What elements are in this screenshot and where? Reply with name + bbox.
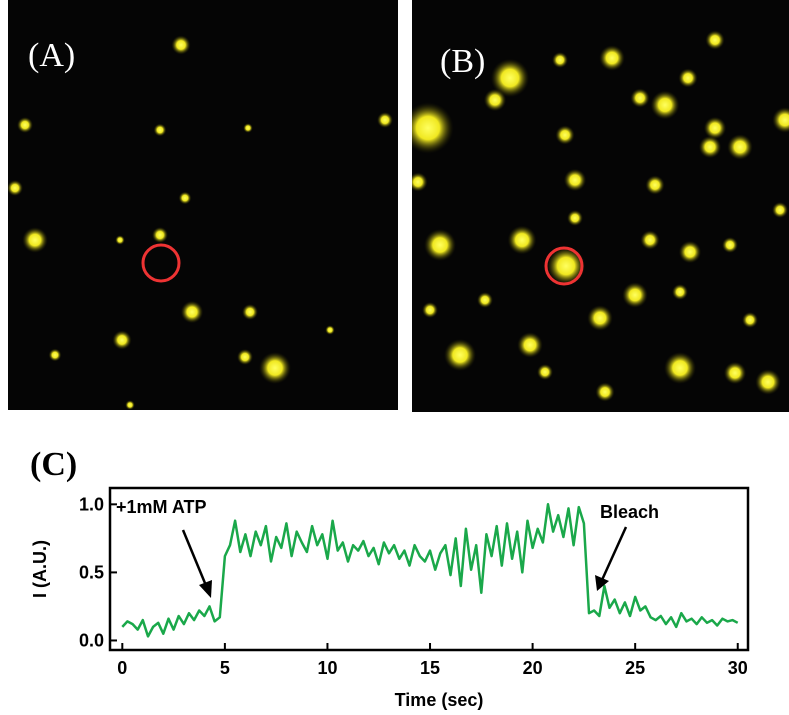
- arrow: [181, 529, 209, 589]
- spot: [444, 339, 476, 371]
- spot: [259, 352, 291, 384]
- spot: [703, 116, 727, 140]
- spot: [112, 330, 132, 350]
- spot: [650, 90, 680, 120]
- spot: [640, 230, 660, 250]
- spot: [490, 58, 530, 98]
- spot: [125, 400, 135, 410]
- spot: [171, 35, 191, 55]
- x-tick-label: 20: [523, 658, 543, 678]
- spot: [325, 325, 335, 335]
- x-tick-label: 0: [117, 658, 127, 678]
- image-b: [412, 0, 789, 412]
- spot: [22, 227, 48, 253]
- spot: [595, 382, 615, 402]
- panel-label: (A): [28, 37, 75, 74]
- spot: [587, 305, 613, 331]
- spot: [153, 123, 167, 137]
- spot: [507, 225, 537, 255]
- x-axis-label: Time (sec): [395, 690, 484, 710]
- x-tick-label: 15: [420, 658, 440, 678]
- spots-b: [412, 30, 789, 402]
- spot: [772, 107, 789, 133]
- spot: [622, 282, 648, 308]
- spot: [178, 191, 192, 205]
- x-tick-label: 5: [220, 658, 230, 678]
- x-tick-label: 30: [728, 658, 748, 678]
- spot: [477, 292, 493, 308]
- spot: [546, 246, 586, 286]
- spots-a: [8, 35, 393, 410]
- y-tick-label: 0.5: [79, 562, 104, 582]
- spot: [48, 348, 62, 362]
- panel-label: (B): [440, 43, 485, 80]
- spot: [599, 45, 625, 71]
- highlight-circle: [544, 246, 584, 286]
- spot: [742, 312, 758, 328]
- annotation: +1mM ATP: [116, 497, 207, 517]
- spot: [422, 302, 438, 318]
- y-axis-label: I (A.U.): [30, 540, 50, 598]
- spot: [772, 202, 788, 218]
- spot: [678, 240, 702, 264]
- spot: [672, 284, 688, 300]
- chart: 0 5 10 15 20 25 30 0.0 0.5 1.0 Time (sec) I (A.U.) +…: [30, 486, 750, 710]
- spot: [237, 349, 253, 365]
- annotation: Bleach: [600, 502, 659, 522]
- panel-label: (C): [30, 446, 77, 483]
- spot: [563, 168, 587, 192]
- arrowhead: [595, 575, 609, 591]
- spot: [180, 300, 204, 324]
- y-tick-label: 0.0: [79, 630, 104, 650]
- image-a: [8, 0, 398, 410]
- arrowhead: [199, 580, 212, 598]
- spot: [152, 227, 168, 243]
- spot: [755, 369, 781, 395]
- spot: [664, 352, 696, 384]
- x-tick-label: 10: [317, 658, 337, 678]
- spot: [412, 172, 428, 192]
- spot: [8, 180, 23, 196]
- highlight-circle: [141, 243, 181, 283]
- spot: [537, 364, 553, 380]
- spot: [645, 175, 665, 195]
- spot: [705, 30, 725, 50]
- spot: [698, 135, 722, 159]
- spot: [242, 304, 258, 320]
- spot: [17, 117, 33, 133]
- spot: [377, 112, 393, 128]
- data-line: [121, 503, 739, 638]
- spot: [678, 68, 698, 88]
- plot-frame: [108, 486, 750, 652]
- spot: [115, 235, 125, 245]
- spot: [243, 123, 253, 133]
- spot: [517, 332, 543, 358]
- spot: [552, 52, 568, 68]
- spot: [483, 88, 507, 112]
- spot: [424, 229, 456, 261]
- spot: [567, 210, 583, 226]
- y-tick-label: 1.0: [79, 494, 104, 514]
- x-tick-label: 25: [625, 658, 645, 678]
- spot: [555, 125, 575, 145]
- spot: [412, 102, 454, 154]
- spot: [630, 88, 650, 108]
- arrow: [600, 526, 628, 581]
- spot: [727, 134, 753, 160]
- spot: [723, 361, 747, 385]
- spot: [722, 237, 738, 253]
